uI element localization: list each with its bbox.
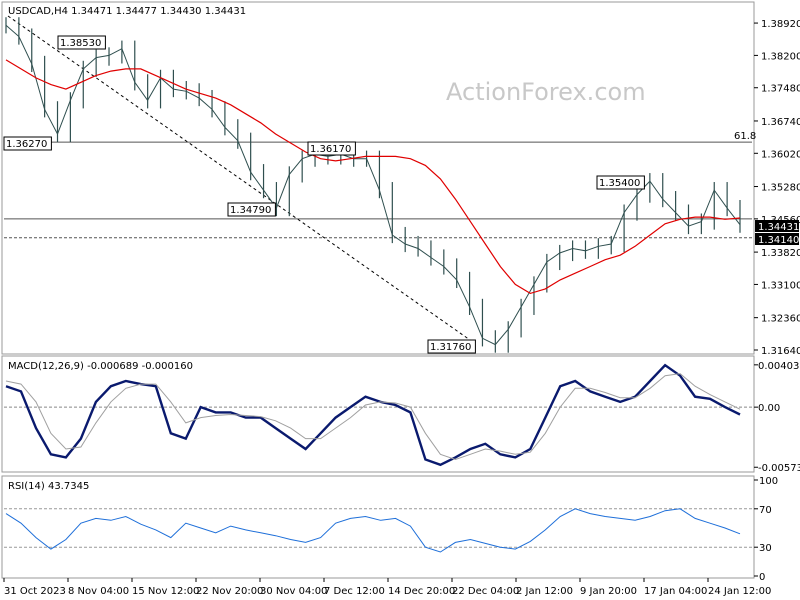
- x-tick-label: 22 Nov 20:00: [196, 586, 263, 597]
- x-tick-label: 7 Dec 12:00: [324, 586, 385, 597]
- price-tag-box: [755, 220, 799, 232]
- x-tick-label: 2 Jan 12:00: [516, 586, 573, 597]
- price-annotation-label: 1.36270: [6, 139, 47, 150]
- macd-signal-line: [5, 373, 741, 461]
- fib-61.8-label: 61.8: [734, 131, 756, 142]
- macd-line: [5, 363, 741, 467]
- x-tick-label: 14 Dec 20:00: [388, 586, 455, 597]
- price-y-tick-label: 1.31640: [761, 346, 800, 357]
- macd-panel-frame: [1, 355, 755, 473]
- rsi-line: [5, 508, 741, 553]
- price-y-tick-label: 1.36740: [761, 117, 800, 128]
- price-series-line: [5, 24, 741, 346]
- rsi-y-tick-label: 70: [759, 505, 772, 516]
- macd-panel: MACD(12,26,9) -0.000689 -0.000160 0.0040…: [1, 355, 800, 474]
- price-annotation-box: [3, 136, 52, 151]
- x-tick-label: 30 Nov 04:00: [260, 586, 327, 597]
- price-y-tick-label: 1.32360: [761, 314, 800, 325]
- price-panel-title: USDCAD,H4 1.34471 1.34477 1.34430 1.3443…: [8, 6, 246, 17]
- x-tick-label: 31 Oct 2023: [4, 586, 66, 597]
- price-y-tick-label: 1.36020: [761, 149, 800, 160]
- x-tick-label: 24 Jan 12:00: [708, 586, 771, 597]
- price-y-tick-label: 1.38920: [761, 19, 800, 30]
- macd-y-tick-label: 0.004038: [758, 361, 800, 372]
- price-y-tick-label: 1.33820: [761, 248, 800, 259]
- price-y-tick-label: 1.35280: [761, 183, 800, 194]
- macd-y-tick-label: 0.00: [758, 403, 780, 414]
- price-annotation-label: 1.31760: [430, 342, 471, 353]
- price-annotation-box: [307, 141, 356, 156]
- price-annotation-label: 1.38530: [60, 38, 101, 49]
- moving-average-line: [5, 59, 741, 295]
- price-panel: USDCAD,H4 1.34471 1.34477 1.34430 1.3443…: [1, 1, 800, 357]
- macd-panel-title: MACD(12,26,9) -0.000689 -0.000160: [8, 361, 193, 372]
- price-y-axis: 1.38920 1.38200 1.37480 1.36740 1.36020 1.352…: [754, 19, 800, 357]
- x-tick-label: 15 Nov 12:00: [132, 586, 199, 597]
- rsi-y-tick-label: 0: [759, 572, 765, 583]
- price-annotation-box: [57, 35, 106, 50]
- price-annotation-box: [596, 175, 645, 190]
- x-tick-label: 22 Dec 04:00: [452, 586, 519, 597]
- price-annotation-label: 1.36170: [310, 144, 351, 155]
- price-trendline: [7, 15, 471, 341]
- x-tick-label: 8 Nov 04:00: [68, 586, 129, 597]
- macd-y-axis: 0.004038 0.00 -0.005737: [754, 361, 800, 474]
- price-tag-box: [755, 233, 799, 245]
- price-annotation-label: 1.34790: [230, 205, 271, 216]
- watermark: ActionForex.com: [446, 78, 646, 106]
- price-annotations: 1.38530 1.36270 1.36170 1.34790 1.35400 1.317…: [3, 35, 799, 354]
- rsi-panel-title: RSI(14) 43.7345: [8, 481, 89, 492]
- rsi-y-axis: 100 70 30 0: [754, 476, 778, 583]
- x-tick-label: 17 Jan 04:00: [644, 586, 707, 597]
- price-annotation-box: [227, 202, 276, 217]
- macd-plot: [4, 363, 752, 467]
- price-y-tick-label: 1.33100: [761, 280, 800, 291]
- x-tick-label: 9 Jan 20:00: [580, 586, 637, 597]
- price-y-tick-label: 1.37480: [761, 84, 800, 95]
- price-tag-label: 1.34140: [758, 235, 799, 246]
- rsi-panel-frame: [1, 475, 755, 579]
- price-tag-label: 1.34431: [758, 222, 799, 233]
- price-y-tick-label: 1.38200: [761, 51, 800, 62]
- rsi-panel: RSI(14) 43.7345 100 70 30 0: [1, 475, 778, 583]
- rsi-y-tick-label: 30: [759, 543, 772, 554]
- rsi-y-tick-label: 100: [759, 476, 778, 487]
- macd-y-tick-label: -0.005737: [758, 463, 800, 474]
- price-annotation-box: [427, 339, 476, 354]
- price-annotation-label: 1.35400: [599, 178, 640, 189]
- price-plot: 61.8: [4, 15, 756, 353]
- rsi-plot: [4, 508, 752, 553]
